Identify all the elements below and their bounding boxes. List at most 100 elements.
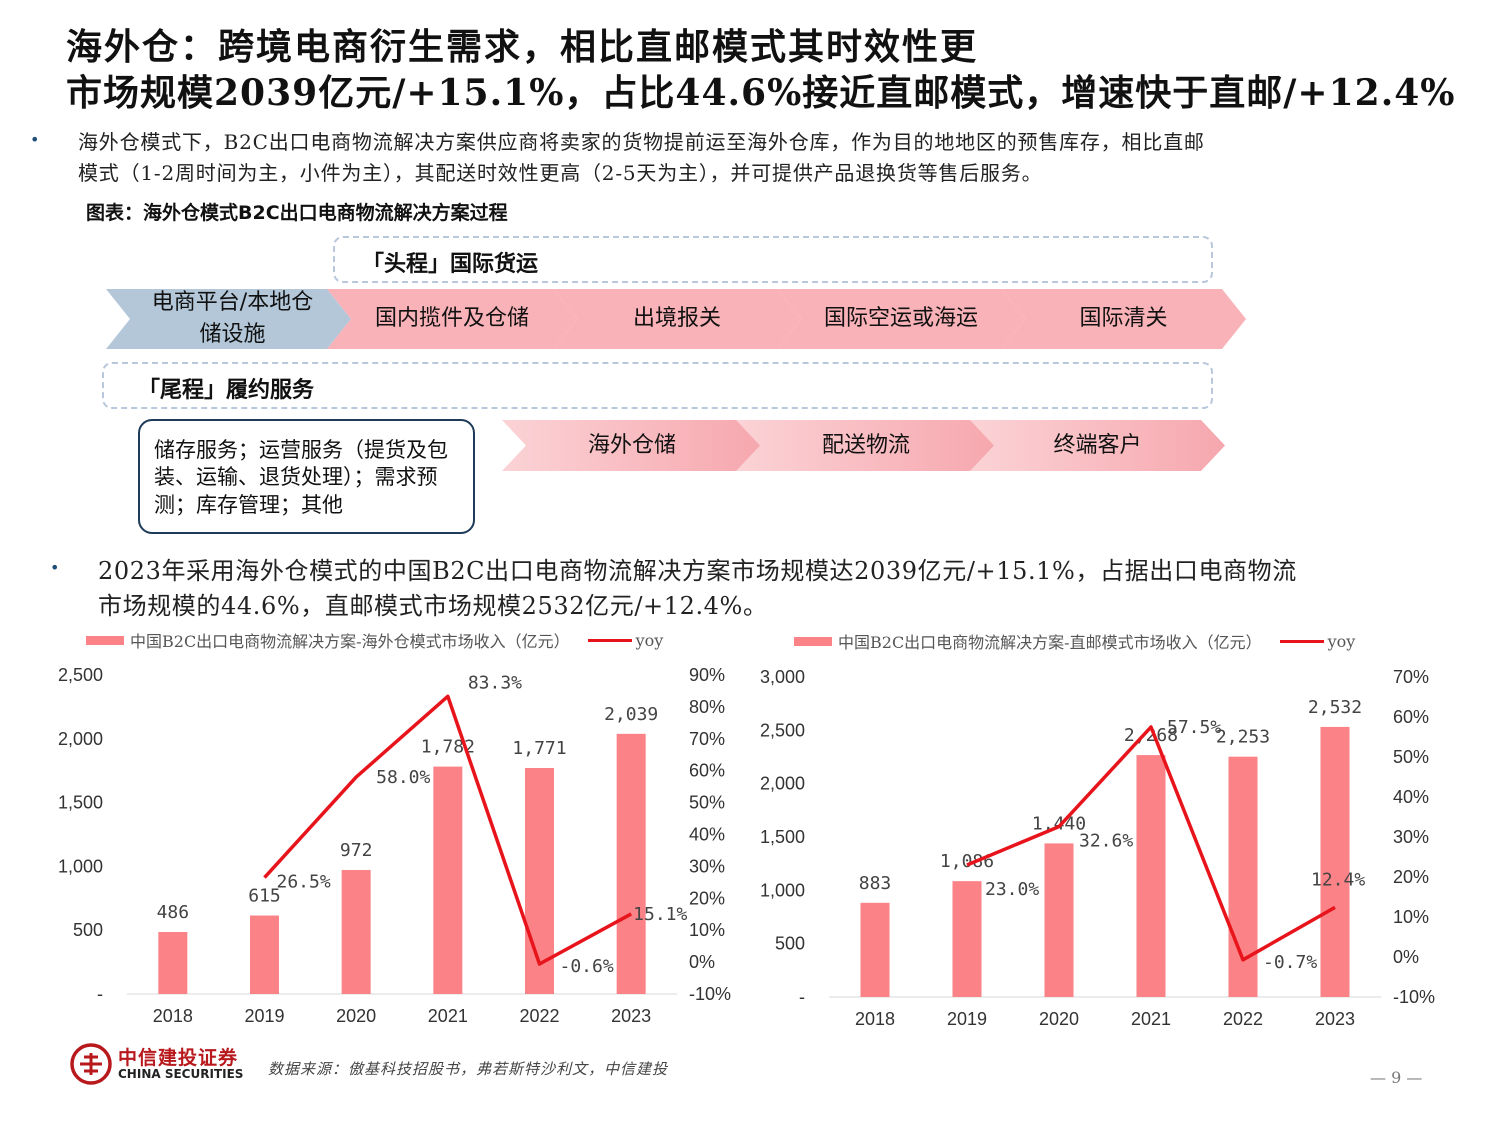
- bar: [433, 766, 463, 994]
- process-step-end-customer: 终端客户: [970, 420, 1225, 471]
- figure-caption: 图表：海外仓模式B2C出口电商物流解决方案过程: [86, 202, 508, 224]
- bar-value-label: 1,782: [421, 737, 475, 758]
- y-axis-tick-label: 2,500: [58, 665, 103, 685]
- tail-leg-label: 「尾程」履约服务: [138, 378, 315, 403]
- x-axis-tick-label: 2022: [519, 1006, 559, 1026]
- x-axis-tick-label: 2020: [1039, 1009, 1079, 1029]
- yoy-line: [263, 694, 633, 966]
- y2-axis-tick-label: 20%: [1393, 867, 1429, 887]
- services-line-3: 测；库存管理；其他: [154, 492, 343, 517]
- y2-axis-tick-label: 60%: [1393, 707, 1429, 727]
- x-axis-tick-label: 2020: [336, 1006, 376, 1026]
- brand-name-cn: 中信建投证券: [118, 1047, 239, 1069]
- y2-axis-tick-label: 50%: [1393, 747, 1429, 767]
- page-number: — 9 —: [1370, 1068, 1423, 1087]
- yoy-value-label: -0.7%: [1263, 952, 1317, 973]
- process-step-export-customs: 出境报关: [553, 289, 801, 349]
- data-source-note: 数据来源：傲基科技招股书，弗若斯特沙利文，中信建投: [268, 1060, 669, 1078]
- bullet-dot: •: [50, 558, 60, 577]
- legend-line-swatch: [587, 638, 632, 642]
- bullet-dot: •: [30, 130, 40, 149]
- y2-axis-tick-label: 30%: [689, 856, 725, 876]
- legend-line-swatch: [1279, 639, 1324, 643]
- legend-line-label: yoy: [1327, 631, 1356, 651]
- brand-name-en: CHINA SECURITIES: [118, 1067, 244, 1081]
- bar-value-label: 2,532: [1308, 697, 1362, 718]
- head-leg-frame: [333, 236, 1213, 283]
- x-axis-tick-label: 2019: [947, 1009, 987, 1029]
- process-step-platform: 电商平台/本地仓 储设施: [106, 289, 351, 349]
- y2-axis-tick-label: 0%: [1393, 947, 1419, 967]
- yoy-line: [966, 725, 1336, 962]
- bar-value-label: 883: [859, 873, 892, 894]
- process-step-platform-line-2: 储设施: [199, 322, 266, 347]
- process-step-platform-line-1: 电商平台/本地仓: [151, 290, 314, 316]
- yoy-value-label: 83.3%: [468, 672, 522, 693]
- bar: [1136, 755, 1166, 997]
- y2-axis-tick-label: 80%: [689, 697, 725, 717]
- y-axis-tick-label: 2,000: [760, 774, 805, 794]
- y2-axis-tick-label: -10%: [689, 984, 731, 1004]
- y2-axis-tick-label: 70%: [689, 729, 725, 749]
- bar-value-label: 2,039: [604, 704, 658, 725]
- bar: [860, 902, 890, 997]
- bar-value-label: 1,086: [940, 851, 994, 872]
- bar: [158, 931, 188, 994]
- bar-value-label: 615: [248, 886, 281, 907]
- x-axis-tick-label: 2023: [1315, 1009, 1355, 1029]
- y-axis-tick-label: 1,500: [58, 793, 103, 813]
- yoy-value-label: 15.1%: [633, 904, 687, 925]
- services-line-2: 装、运输、退货处理）；需求预: [154, 465, 438, 490]
- process-step-international-shipping: 国际空运或海运: [777, 289, 1025, 349]
- bar-value-label: 1,771: [512, 738, 566, 759]
- bar: [1044, 843, 1074, 997]
- bar: [616, 733, 646, 994]
- y2-axis-tick-label: 70%: [1393, 667, 1429, 687]
- y2-axis-tick-label: 0%: [689, 952, 715, 972]
- x-axis-tick-label: 2018: [153, 1006, 193, 1026]
- summary-text-line-2: 市场规模的44.6%，直邮模式市场规模2532亿元/+12.4%。: [98, 592, 768, 620]
- y-axis-tick-label: 1,500: [760, 827, 805, 847]
- process-step-import-clearance: 国际清关: [1001, 289, 1246, 349]
- y2-axis-tick-label: 10%: [1393, 907, 1429, 927]
- y2-axis-tick-label: 90%: [689, 665, 725, 685]
- services-line-1: 储存服务；运营服务（提货及包: [154, 438, 448, 462]
- y-axis-tick-label: 1,000: [58, 856, 103, 876]
- y-axis-tick-label: 1,000: [760, 880, 805, 900]
- y2-axis-tick-label: 40%: [1393, 787, 1429, 807]
- china-securities-logo-icon: [70, 1043, 112, 1085]
- yoy-value-label: -0.6%: [560, 956, 614, 977]
- yoy-value-label: 57.5%: [1167, 717, 1221, 738]
- yoy-value-label: 12.4%: [1311, 869, 1365, 890]
- bar: [250, 915, 279, 994]
- page-title-line-1: 海外仓：跨境电商衍生需求，相比直邮模式其时效性更: [66, 26, 979, 68]
- left-chart-legend: 中国B2C出口电商物流解决方案-海外仓模式市场收入（亿元） yoy: [86, 628, 663, 652]
- y2-axis-tick-label: 30%: [1393, 827, 1429, 847]
- y-axis-tick-label: 500: [73, 920, 103, 940]
- head-leg-label: 「头程」国际货运: [362, 252, 539, 277]
- overseas-warehouse-revenue-chart: - 500 1,000 1,500 2,000 2,500 -10% 0% 10% 20% 30% 4…: [58, 665, 731, 1026]
- x-axis-tick-label: 2022: [1223, 1009, 1263, 1029]
- bar: [952, 881, 982, 997]
- process-step-overseas-warehouse: 海外仓储: [502, 420, 762, 471]
- bar: [525, 768, 554, 994]
- tail-leg-frame: [102, 362, 1213, 409]
- bar-value-label: 486: [157, 902, 190, 923]
- y2-axis-tick-label: 60%: [689, 761, 725, 781]
- legend-bar-swatch: [794, 636, 832, 646]
- intro-text-line-2: 模式（1-2周时间为主，小件为主），其配送时效性更高（2-5天为主），并可提供产…: [78, 161, 1043, 185]
- yoy-value-label: 26.5%: [277, 872, 331, 893]
- direct-mail-revenue-chart: - 500 1,000 1,500 2,000 2,500 3,000 -10% 0% 10% 20…: [760, 667, 1435, 1029]
- yoy-value-label: 58.0%: [376, 767, 430, 788]
- services-box: 储存服务；运营服务（提货及包 装、运输、退货处理）；需求预 测；库存管理；其他: [138, 419, 475, 534]
- x-axis-tick-label: 2018: [855, 1009, 895, 1029]
- right-chart-legend: 中国B2C出口电商物流解决方案-直邮模式市场收入（亿元） yoy: [794, 629, 1355, 653]
- legend-bar-label: 中国B2C出口电商物流解决方案-直邮模式市场收入（亿元）: [838, 633, 1262, 652]
- y-axis-tick-label: 2,000: [58, 729, 103, 749]
- y2-axis-tick-label: 20%: [689, 888, 725, 908]
- x-axis-tick-label: 2021: [1131, 1009, 1171, 1029]
- bar-value-label: 2,253: [1216, 727, 1270, 748]
- summary-text-line-1: 2023年采用海外仓模式的中国B2C出口电商物流解决方案市场规模达2039亿元/…: [98, 557, 1297, 585]
- y-axis-tick-label: -: [97, 984, 103, 1004]
- legend-bar-label: 中国B2C出口电商物流解决方案-海外仓模式市场收入（亿元）: [130, 632, 570, 651]
